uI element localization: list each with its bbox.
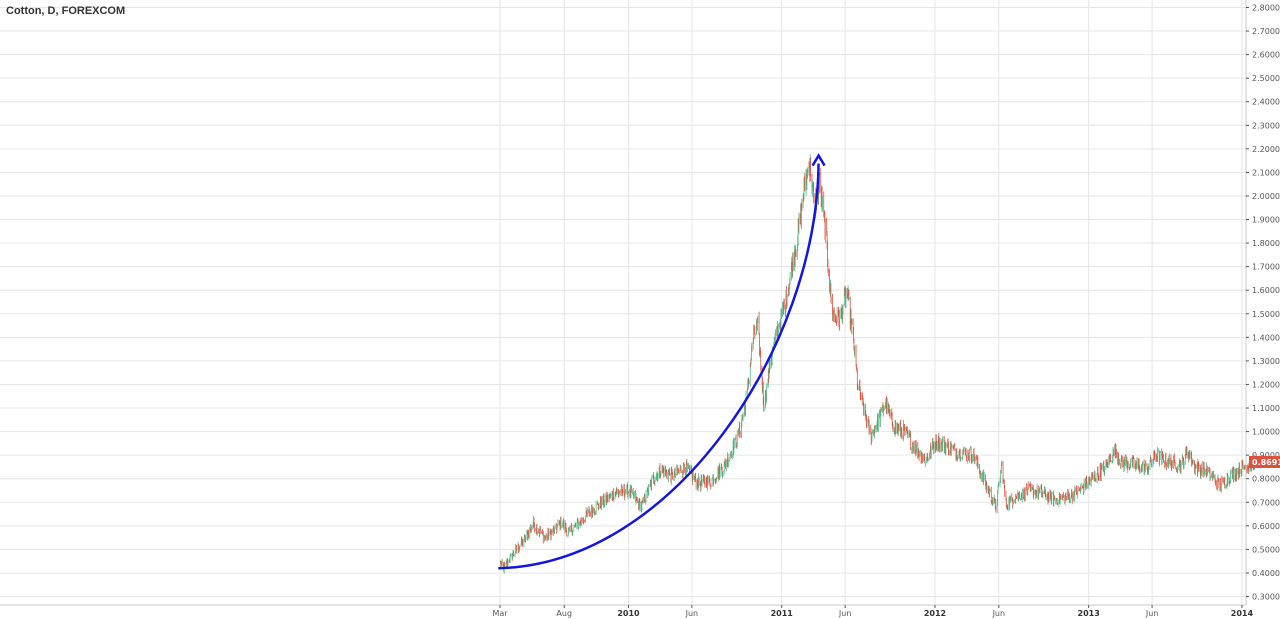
y-tick-label: 2.1000 — [1252, 168, 1280, 177]
y-axis-ticks[interactable]: 0.3000 0.4000 0.5000 0.6000 0.7000 0.8000 0.90… — [1246, 4, 1280, 602]
annotation-arrowhead — [811, 153, 826, 167]
x-tick-label: 2013 — [1078, 609, 1100, 618]
y-tick-label: 1.7000 — [1252, 263, 1280, 272]
annotation-curve[interactable] — [498, 153, 826, 570]
y-tick-label: 0.5000 — [1252, 545, 1280, 554]
y-tick-label: 1.8000 — [1252, 239, 1280, 248]
y-tick-label: 2.4000 — [1252, 98, 1280, 107]
x-tick-label: Jun — [685, 609, 699, 618]
x-tick-label: Jun — [1145, 609, 1159, 618]
x-tick-label: 2012 — [924, 609, 946, 618]
x-tick-label: Mar — [492, 609, 508, 618]
y-tick-label: 2.0000 — [1252, 192, 1280, 201]
y-tick-label: 0.9000 — [1252, 451, 1280, 460]
y-tick-label: 1.0000 — [1252, 428, 1280, 437]
y-tick-label: 2.6000 — [1252, 51, 1280, 60]
chart-title: Cotton, D, FOREXCOM — [6, 5, 126, 17]
y-tick-label: 2.5000 — [1252, 74, 1280, 83]
vertical-grid — [499, 0, 1243, 605]
y-tick-label: 1.2000 — [1252, 380, 1280, 389]
horizontal-grid — [0, 7, 1246, 597]
x-tick-label: 2014 — [1231, 609, 1254, 618]
annotation-arc — [498, 163, 820, 570]
y-tick-label: 1.3000 — [1252, 357, 1280, 366]
last-price-marker: 0.8691 — [1249, 456, 1280, 468]
price-candles — [500, 154, 1255, 574]
x-tick-label: Jun — [838, 609, 852, 618]
y-tick-label: 1.9000 — [1252, 216, 1280, 225]
y-tick-label: 0.4000 — [1252, 569, 1280, 578]
x-tick-label: 2011 — [771, 609, 794, 618]
x-tick-label: Jun — [992, 609, 1006, 618]
x-tick-label: 2010 — [617, 609, 640, 618]
x-axis-ticks[interactable]: Mar Aug 2010 Jun 2011 Jun 2012 Jun 2013 Jun 2014 — [492, 605, 1254, 618]
y-tick-label: 1.5000 — [1252, 310, 1280, 319]
y-tick-label: 2.8000 — [1252, 4, 1280, 13]
y-tick-label: 1.6000 — [1252, 286, 1280, 295]
y-tick-label: 1.1000 — [1252, 404, 1280, 413]
y-tick-label: 2.3000 — [1252, 121, 1280, 130]
y-tick-label: 0.3000 — [1252, 593, 1280, 602]
y-tick-label: 2.7000 — [1252, 27, 1280, 36]
y-tick-label: 0.7000 — [1252, 498, 1280, 507]
y-tick-label: 0.8000 — [1252, 475, 1280, 484]
x-tick-label: Aug — [556, 609, 572, 618]
last-price-badge — [1249, 456, 1280, 468]
y-tick-label: 0.6000 — [1252, 522, 1280, 531]
y-tick-label: 1.4000 — [1252, 333, 1280, 342]
y-tick-label: 2.2000 — [1252, 145, 1280, 154]
last-price-label: 0.8691 — [1252, 458, 1280, 467]
